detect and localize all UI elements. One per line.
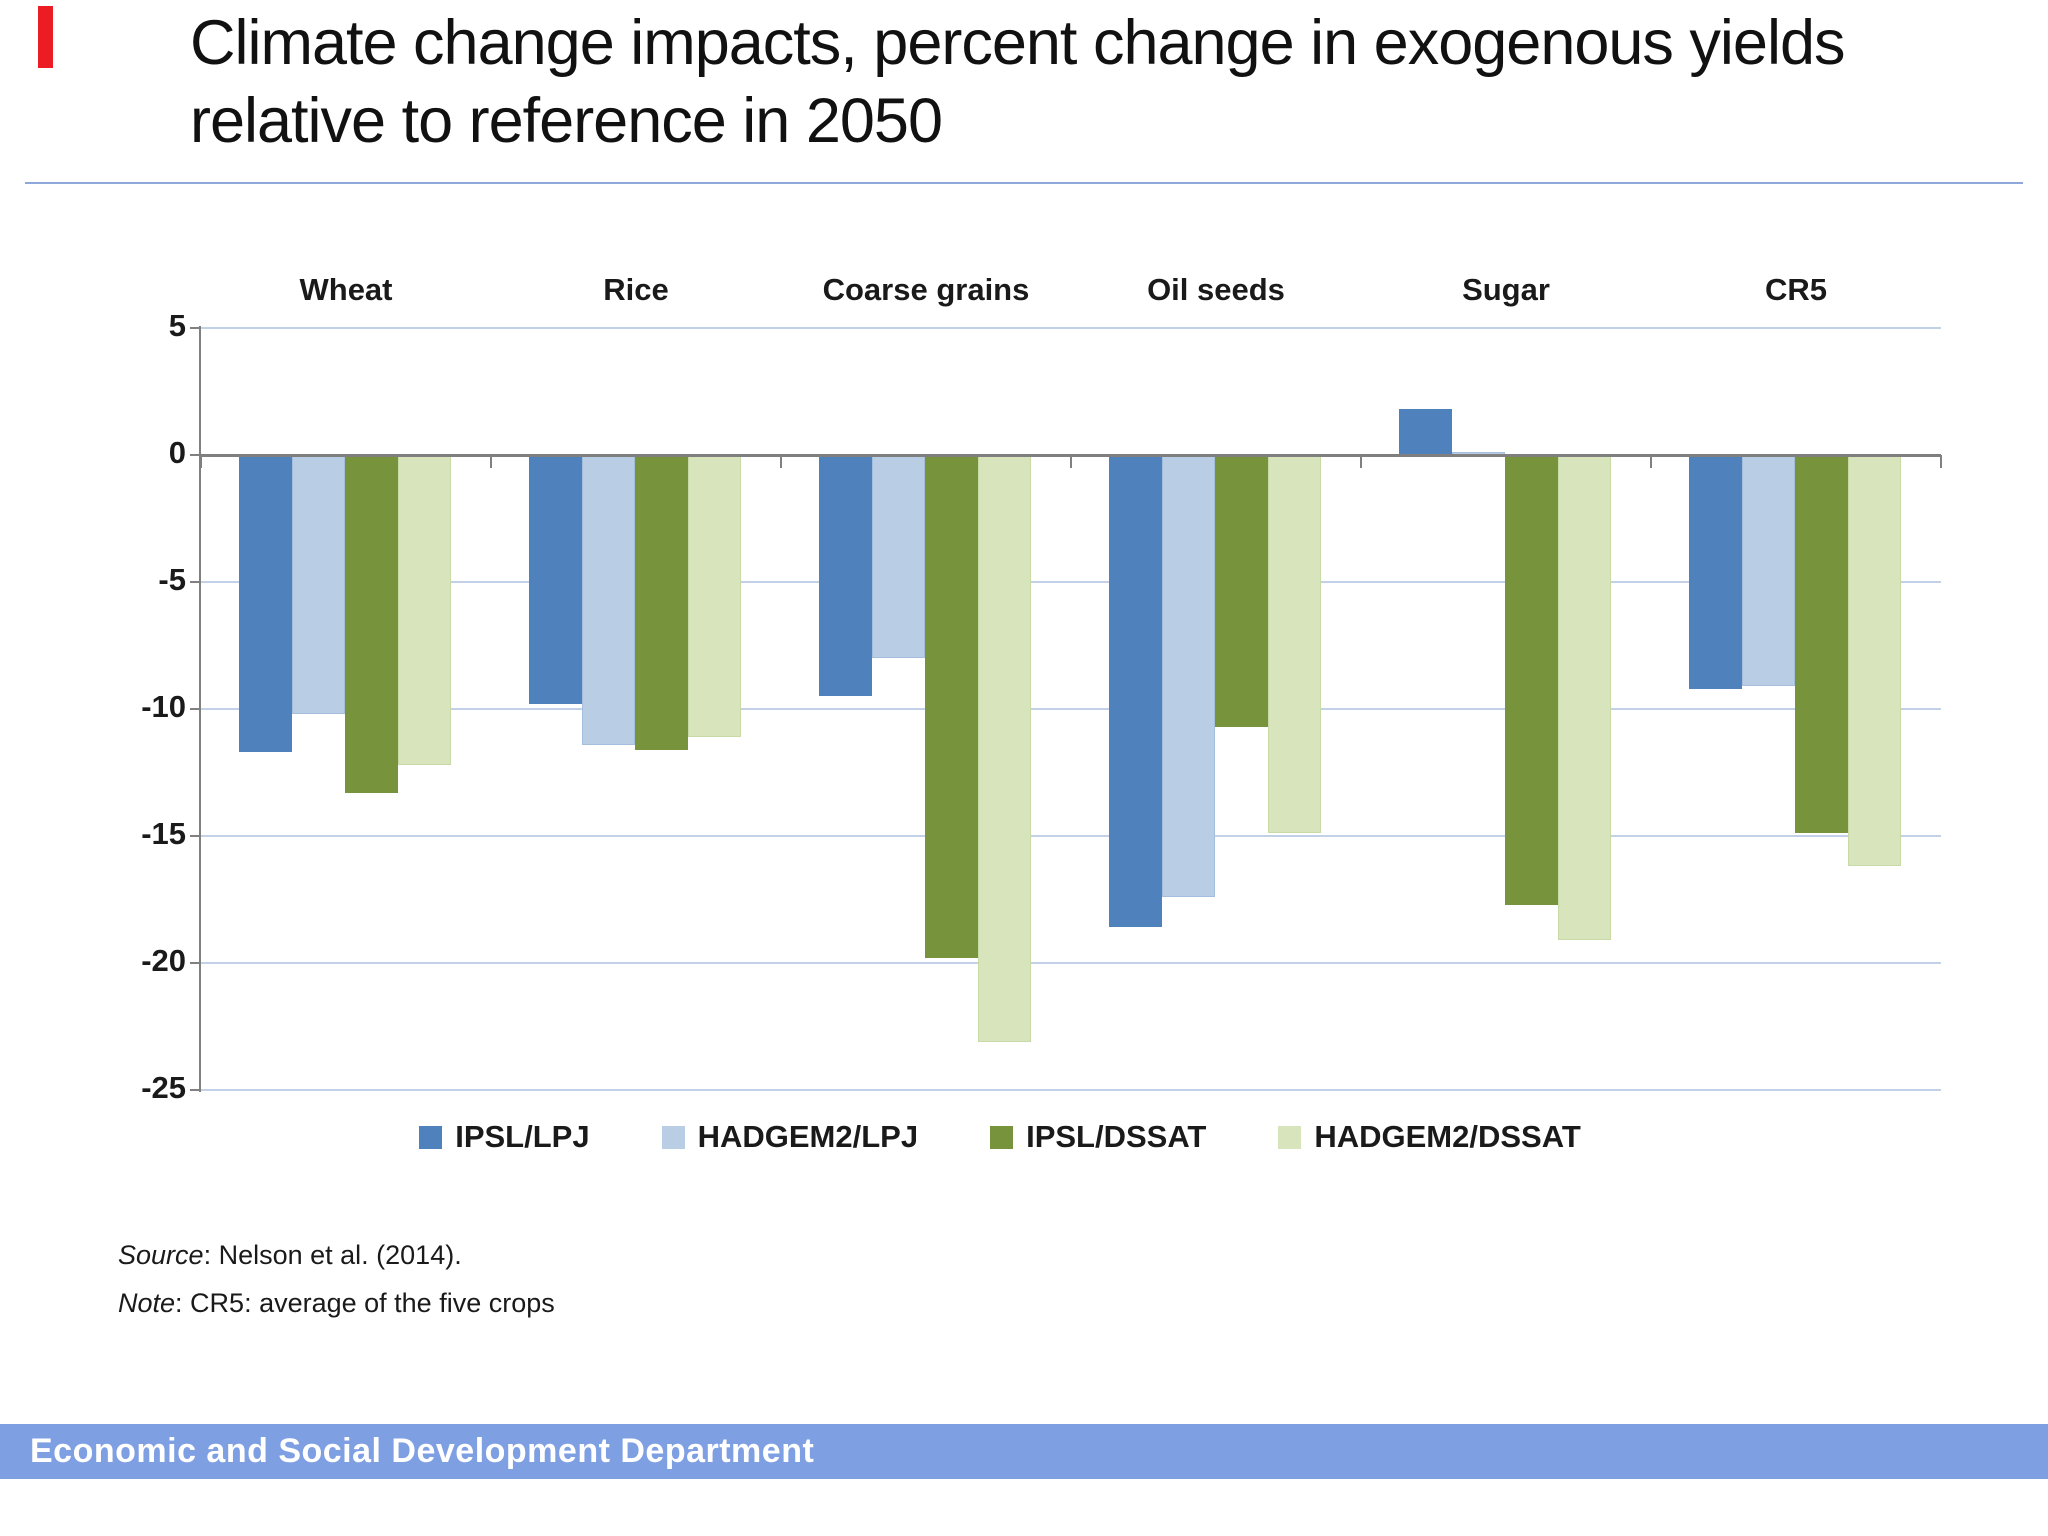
legend-swatch-icon: [990, 1125, 1014, 1149]
y-axis-tick: [190, 581, 201, 583]
source-rest: : Nelson et al. (2014).: [203, 1240, 462, 1270]
category-boundary-tick: [1360, 455, 1362, 468]
red-accent-mark: [38, 6, 53, 68]
bar-ipsl-dssat-coarse-grains: [925, 455, 978, 958]
category-label: Wheat: [299, 272, 393, 307]
legend-label: IPSL/LPJ: [455, 1119, 590, 1154]
bar-hadgem2-dssat-rice: [688, 455, 741, 737]
y-axis-tick: [190, 454, 201, 456]
legend-item: HADGEM2/LPJ: [661, 1119, 919, 1155]
y-axis-tick-label: -20: [141, 943, 186, 978]
y-axis-tick-label: -15: [141, 816, 186, 851]
gridline: [201, 962, 1941, 964]
note-text: Note: CR5: average of the five crops: [118, 1288, 555, 1319]
y-axis-tick-label: -5: [158, 562, 186, 597]
category-boundary-tick: [200, 455, 202, 468]
y-axis-tick: [190, 962, 201, 964]
bar-ipsl-lpj-sugar: [1399, 409, 1452, 455]
gridline: [201, 835, 1941, 837]
bar-hadgem2-dssat-oil-seeds: [1268, 455, 1321, 834]
bar-ipsl-lpj-rice: [529, 455, 582, 704]
y-axis-tick-label: 5: [168, 308, 186, 343]
gridline: [201, 1089, 1941, 1091]
bar-hadgem2-dssat-cr5: [1848, 455, 1901, 867]
legend-swatch-icon: [1278, 1125, 1302, 1149]
bar-hadgem2-lpj-coarse-grains: [872, 455, 925, 659]
bar-hadgem2-lpj-oil-seeds: [1162, 455, 1215, 897]
bar-hadgem2-lpj-cr5: [1742, 455, 1795, 687]
note-label: Note: [118, 1288, 176, 1318]
legend-item: HADGEM2/DSSAT: [1278, 1119, 1581, 1155]
category-boundary-tick: [490, 455, 492, 468]
y-axis-tick: [190, 1089, 201, 1091]
legend-item: IPSL/LPJ: [419, 1119, 590, 1155]
category-label: CR5: [1764, 272, 1827, 307]
legend-label: IPSL/DSSAT: [1026, 1119, 1207, 1154]
category-boundary-tick: [780, 455, 782, 468]
bar-ipsl-dssat-rice: [635, 455, 688, 750]
footer-banner: Economic and Social Development Departme…: [0, 1424, 2048, 1479]
y-axis-line: [199, 326, 201, 1092]
bar-ipsl-lpj-oil-seeds: [1109, 455, 1162, 928]
category-label: Sugar: [1462, 272, 1550, 307]
y-axis-tick: [190, 708, 201, 710]
note-rest: : CR5: average of the five crops: [175, 1288, 555, 1318]
bar-ipsl-dssat-wheat: [345, 455, 398, 793]
bar-ipsl-lpj-cr5: [1689, 455, 1742, 689]
bar-ipsl-dssat-oil-seeds: [1215, 455, 1268, 727]
chart-legend: IPSL/LPJ HADGEM2/LPJ IPSL/DSSAT HADGEM2/DSS…: [130, 1112, 1870, 1162]
gridline: [201, 327, 1941, 329]
category-boundary-tick: [1940, 455, 1942, 468]
legend-item: IPSL/DSSAT: [990, 1119, 1206, 1155]
bar-chart: 5 0 -5 -10 -15 -20 -25 Wheat Rice Coarse grains Oi…: [0, 200, 2048, 1150]
y-axis-tick-label: -25: [141, 1070, 186, 1105]
legend-label: HADGEM2/LPJ: [697, 1119, 919, 1154]
bar-hadgem2-dssat-coarse-grains: [978, 455, 1031, 1042]
category-boundary-tick: [1650, 455, 1652, 468]
bar-ipsl-lpj-coarse-grains: [819, 455, 872, 697]
bar-hadgem2-dssat-sugar: [1558, 455, 1611, 941]
category-label: Coarse grains: [822, 272, 1030, 307]
legend-label: HADGEM2/DSSAT: [1314, 1119, 1581, 1154]
gridline: [201, 581, 1941, 583]
legend-swatch-icon: [419, 1125, 443, 1149]
source-label: Source: [118, 1240, 204, 1270]
legend-swatch-icon: [661, 1125, 685, 1149]
y-axis-tick: [190, 327, 201, 329]
source-text: Source: Nelson et al. (2014).: [118, 1240, 462, 1271]
footer-title: Economic and Social Development Departme…: [30, 1432, 815, 1470]
bar-ipsl-dssat-sugar: [1505, 455, 1558, 905]
title-divider: [25, 182, 2023, 184]
bar-hadgem2-dssat-wheat: [398, 455, 451, 765]
gridline: [201, 708, 1941, 710]
category-label: Oil seeds: [1147, 272, 1285, 307]
category-label: Rice: [603, 272, 669, 307]
y-axis-tick-label: 0: [168, 435, 186, 470]
bar-hadgem2-lpj-wheat: [292, 455, 345, 715]
page-title: Climate change impacts, percent change i…: [190, 8, 1846, 156]
bar-hadgem2-lpj-rice: [582, 455, 635, 745]
category-boundary-tick: [1070, 455, 1072, 468]
bar-ipsl-dssat-cr5: [1795, 455, 1848, 834]
y-axis-tick-label: -10: [141, 689, 186, 724]
y-axis-tick: [190, 835, 201, 837]
bar-ipsl-lpj-wheat: [239, 455, 292, 753]
